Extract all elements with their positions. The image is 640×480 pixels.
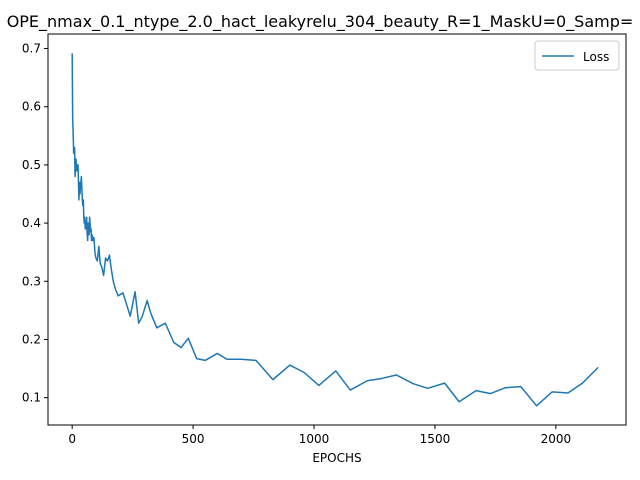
x-tick-label: 1000 (299, 432, 330, 446)
y-tick-label: 0.2 (22, 332, 41, 346)
y-tick-label: 0.4 (22, 216, 41, 230)
legend-box (534, 40, 620, 71)
x-axis-label: EPOCHS (312, 451, 361, 465)
series-line-loss (71, 53, 599, 407)
plot-frame (47, 33, 627, 426)
y-tick-label: 0.7 (22, 42, 41, 56)
series-layer (71, 53, 599, 407)
y-tick-label: 0.3 (22, 274, 41, 288)
legend: Loss (534, 40, 620, 71)
x-tick-label: 1500 (420, 432, 451, 446)
legend-label-loss: Loss (583, 50, 609, 64)
y-tick-label: 0.1 (22, 391, 41, 405)
x-axis-ticks: 0 500 1000 1500 2000 (68, 425, 571, 446)
x-tick-label: 0 (68, 432, 76, 446)
y-tick-label: 0.6 (22, 100, 41, 114)
chart-title: OPE_nmax_0.1_ntype_2.0_hact_leakyrelu_30… (7, 12, 634, 32)
x-tick-label: 2000 (541, 432, 572, 446)
y-tick-label: 0.5 (22, 158, 41, 172)
plot-area (48, 34, 626, 425)
x-tick-label: 500 (182, 432, 205, 446)
y-axis-ticks: 0.1 0.2 0.3 0.4 0.5 0.6 0.7 (22, 42, 48, 405)
